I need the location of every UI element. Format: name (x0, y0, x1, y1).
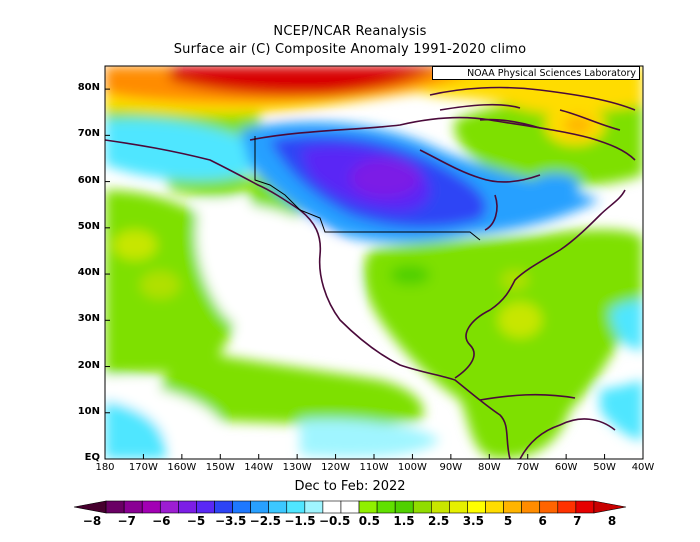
x-tick-label: 110W (359, 462, 389, 473)
y-tick-label: 20N (77, 359, 100, 371)
colorbar-label: 8 (607, 514, 617, 528)
colorbar-label: −1.5 (284, 514, 316, 528)
x-tick-label: 160W (167, 462, 197, 473)
colorbar-swatch (467, 500, 486, 514)
colorbar-label: −5 (186, 514, 206, 528)
y-tick-label: 60N (77, 174, 100, 186)
x-tick-label: 40W (631, 462, 655, 473)
colorbar-label: −7 (117, 514, 136, 528)
colorbar-swatch (214, 500, 233, 514)
x-tick-label: 180 (95, 462, 115, 473)
colorbar-swatch (232, 500, 251, 514)
x-tick-label: 60W (554, 462, 578, 473)
colorbar-swatch (322, 500, 342, 514)
axis-ticks (104, 88, 644, 460)
colorbar-label: 5 (503, 514, 513, 528)
colorbar-swatch (178, 500, 197, 514)
credit-label: NOAA Physical Sciences Laboratory (432, 66, 640, 80)
y-tick-label: 80N (77, 82, 100, 94)
colorbar-swatch (521, 500, 541, 514)
y-tick-label: 10N (77, 405, 100, 417)
y-tick-label: 40N (77, 267, 100, 279)
colorbar-swatch (449, 500, 468, 514)
y-tick-label: 30N (77, 313, 100, 325)
colorbar-label: 7 (573, 514, 582, 528)
colorbar-swatch (340, 500, 360, 514)
colorbar-swatch (557, 500, 577, 514)
y-tick-label: 50N (77, 220, 100, 232)
colorbar-swatch (304, 500, 324, 514)
colorbar-swatch (575, 500, 595, 514)
colorbar-label: 1.5 (393, 514, 415, 528)
colorbar-swatch (503, 500, 522, 514)
x-tick-label: 130W (282, 462, 312, 473)
x-tick-label: 100W (397, 462, 427, 473)
title-line-2: Surface air (C) Composite Anomaly 1991-2… (173, 42, 527, 57)
x-tick-label: 140W (244, 462, 274, 473)
colorbar-swatch (376, 500, 396, 514)
y-tick-label: EQ (84, 452, 100, 463)
x-tick-label: 120W (321, 462, 351, 473)
x-tick-label: 50W (593, 462, 616, 473)
x-tick-label: 150W (205, 462, 235, 473)
colorbar-swatch (250, 500, 269, 514)
colorbar-label: −0.5 (319, 514, 351, 528)
colorbar-swatch (412, 500, 432, 514)
x-tick-label: 170W (128, 462, 158, 473)
colorbar-swatch (159, 500, 179, 514)
colorbar-swatch (268, 500, 288, 514)
political-borders (254, 136, 481, 241)
colorbar-label: 6 (538, 514, 547, 528)
colorbar-swatch (593, 500, 627, 514)
colorbar-swatch (358, 500, 378, 514)
colorbar-swatch (286, 500, 306, 514)
x-tick-label: 80W (477, 462, 501, 473)
colorbar-label: 0.5 (358, 514, 380, 528)
colorbar-swatch (123, 500, 143, 514)
x-tick-label: 70W (516, 462, 540, 473)
colorbar-label: −6 (152, 514, 171, 528)
period-label: Dec to Feb: 2022 (294, 479, 406, 494)
colorbar-swatch (539, 500, 559, 514)
colorbar-swatch (196, 500, 215, 514)
colorbar-label: 2.5 (428, 514, 450, 528)
colorbar-label: −2.5 (249, 514, 281, 528)
colorbar-swatch (141, 500, 161, 514)
colorbar (73, 500, 627, 514)
colorbar-swatch (485, 500, 504, 514)
colorbar-label: 3.5 (462, 514, 484, 528)
x-tick-label: 90W (439, 462, 463, 473)
colorbar-swatch (394, 500, 414, 514)
y-tick-label: 70N (77, 128, 100, 140)
colorbar-label: −3.5 (215, 514, 247, 528)
title-line-1: NCEP/NCAR Reanalysis (273, 24, 427, 39)
coastlines (105, 86, 636, 459)
colorbar-swatch (73, 500, 107, 514)
colorbar-label: −8 (82, 514, 102, 528)
colorbar-swatch (431, 500, 450, 514)
colorbar-swatch (105, 500, 125, 514)
